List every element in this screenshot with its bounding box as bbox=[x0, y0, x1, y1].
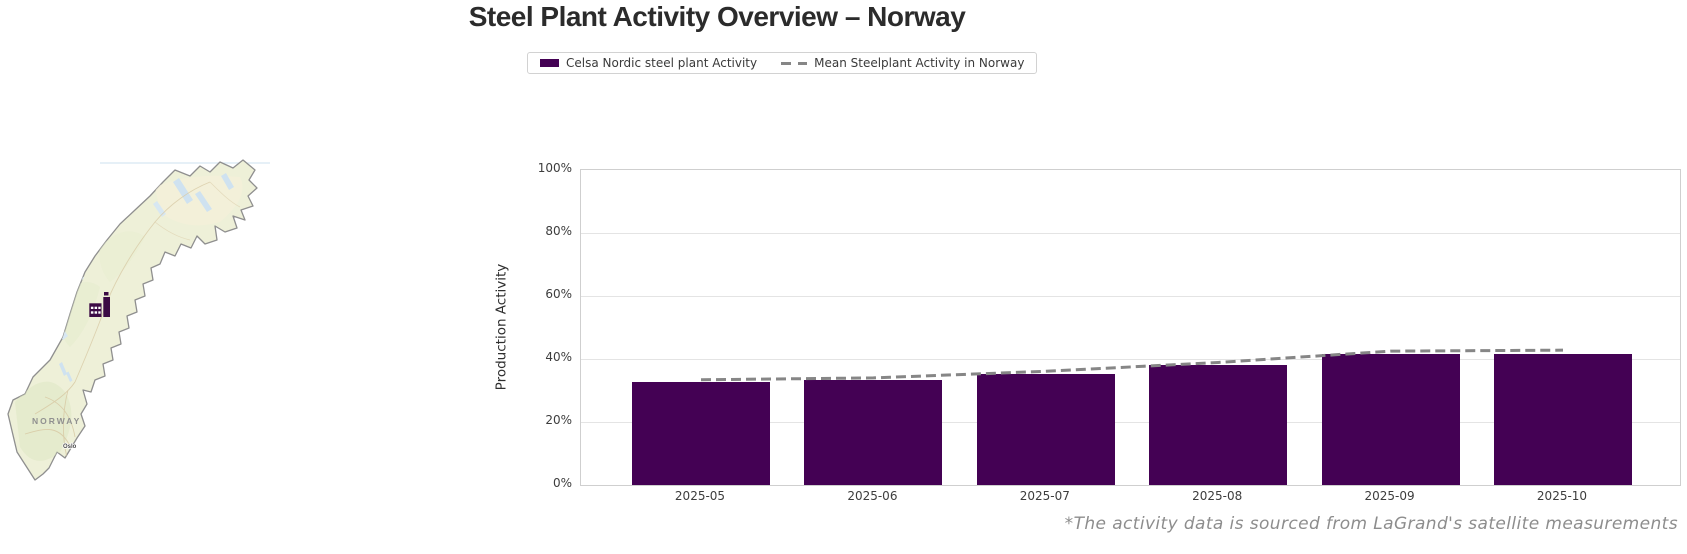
gridline bbox=[581, 232, 1680, 234]
y-tick-label: 0% bbox=[552, 476, 572, 490]
y-tick-label: 40% bbox=[545, 350, 572, 364]
x-tick-label: 2025-05 bbox=[674, 489, 726, 503]
gridline bbox=[581, 358, 1680, 360]
bar-2025-05 bbox=[632, 382, 770, 485]
bar-2025-10 bbox=[1494, 353, 1632, 485]
y-axis-label: Production Activity bbox=[493, 263, 510, 391]
y-tick-label: 20% bbox=[545, 413, 572, 427]
mean-line bbox=[700, 348, 1564, 382]
dashed-line-swatch bbox=[781, 61, 808, 65]
x-tick-label: 2025-08 bbox=[1192, 489, 1243, 503]
x-tick-label: 2025-06 bbox=[847, 489, 898, 503]
gridline bbox=[581, 295, 1680, 297]
y-tick-label: 80% bbox=[545, 224, 572, 238]
bar-2025-08 bbox=[1149, 364, 1288, 485]
factory-icon bbox=[89, 292, 110, 317]
legend-item-celsa: Celsa Nordic steel plant Activity bbox=[540, 56, 757, 70]
gridline bbox=[581, 421, 1680, 423]
x-tick-label: 2025-10 bbox=[1536, 489, 1588, 503]
bar-2025-07 bbox=[976, 374, 1115, 485]
bar-swatch bbox=[540, 59, 559, 67]
bar-2025-06 bbox=[804, 380, 943, 485]
norway-map-svg: NORWAY Oslo bbox=[7, 159, 270, 481]
y-tick-label: 100% bbox=[537, 161, 572, 175]
page-title: Steel Plant Activity Overview – Norway bbox=[468, 1, 966, 32]
legend-label: Mean Steelplant Activity in Norway bbox=[814, 56, 1025, 70]
plot-area bbox=[580, 169, 1681, 486]
mean-line-layer bbox=[700, 348, 1564, 382]
footnote: *The activity data is sourced from LaGra… bbox=[1064, 514, 1678, 534]
legend-item-mean: Mean Steelplant Activity in Norway bbox=[781, 56, 1024, 70]
legend-box: Celsa Nordic steel plant Activity Mean S… bbox=[527, 52, 1038, 74]
x-tick-label: 2025-07 bbox=[1019, 489, 1070, 503]
map-city-label: Oslo bbox=[63, 444, 77, 450]
bar-2025-09 bbox=[1321, 354, 1460, 485]
legend-label: Celsa Nordic steel plant Activity bbox=[566, 56, 758, 70]
map-country-label: NORWAY bbox=[32, 416, 81, 426]
norway-map: NORWAY Oslo bbox=[5, 152, 270, 484]
x-tick-label: 2025-09 bbox=[1364, 489, 1415, 503]
y-tick-label: 60% bbox=[545, 287, 572, 301]
